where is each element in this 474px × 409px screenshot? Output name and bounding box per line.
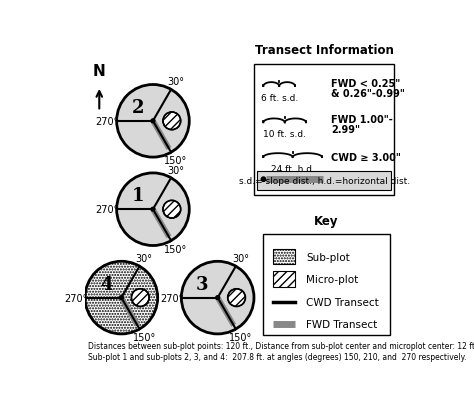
Circle shape <box>182 262 254 334</box>
Text: 2: 2 <box>131 99 144 117</box>
Text: Transect Information: Transect Information <box>255 44 393 57</box>
Text: FWD Transect: FWD Transect <box>306 320 377 330</box>
Text: 30°: 30° <box>232 253 249 263</box>
Text: 150°: 150° <box>164 156 187 166</box>
Circle shape <box>151 208 155 211</box>
Circle shape <box>163 201 181 218</box>
Circle shape <box>261 178 265 182</box>
Text: 150°: 150° <box>133 333 156 342</box>
Text: CWD ≥ 3.00": CWD ≥ 3.00" <box>331 153 401 163</box>
Circle shape <box>216 296 219 300</box>
Text: 270°: 270° <box>95 205 119 215</box>
FancyBboxPatch shape <box>257 172 392 191</box>
FancyBboxPatch shape <box>254 65 394 196</box>
Text: 6 ft. s.d.: 6 ft. s.d. <box>261 94 298 103</box>
Text: 270°: 270° <box>95 117 119 126</box>
Text: 270°: 270° <box>160 293 183 303</box>
Text: 1: 1 <box>131 187 144 205</box>
Text: s.d.= slope dist., h.d.=horizontal dist.: s.d.= slope dist., h.d.=horizontal dist. <box>238 177 410 186</box>
Text: Distances between sub-plot points: 120 ft., Distance from sub-plot center and mi: Distances between sub-plot points: 120 f… <box>88 342 474 361</box>
Text: 150°: 150° <box>164 244 187 254</box>
Text: 2.99": 2.99" <box>331 125 360 135</box>
Text: 3: 3 <box>196 275 209 293</box>
Text: 30°: 30° <box>167 77 184 87</box>
Text: 30°: 30° <box>136 253 153 263</box>
Text: Key: Key <box>314 214 339 227</box>
FancyBboxPatch shape <box>273 271 295 287</box>
Text: 270°: 270° <box>64 293 87 303</box>
Circle shape <box>117 173 189 246</box>
Text: 150°: 150° <box>229 333 252 342</box>
Text: FWD 1.00"-: FWD 1.00"- <box>331 115 393 125</box>
Circle shape <box>131 289 149 307</box>
Circle shape <box>85 262 158 334</box>
Text: Micro-plot: Micro-plot <box>306 274 358 284</box>
Circle shape <box>228 289 246 307</box>
FancyBboxPatch shape <box>273 249 295 265</box>
Circle shape <box>117 85 189 158</box>
Text: & 0.26"-0.99": & 0.26"-0.99" <box>331 89 405 99</box>
Circle shape <box>119 296 123 300</box>
Text: FWD < 0.25": FWD < 0.25" <box>331 79 401 89</box>
Text: 30°: 30° <box>167 165 184 175</box>
Text: Sub-plot: Sub-plot <box>306 252 350 262</box>
Text: N: N <box>93 64 106 79</box>
Text: 24 ft. h.d.: 24 ft. h.d. <box>271 165 315 174</box>
FancyBboxPatch shape <box>264 235 390 336</box>
Text: 4: 4 <box>100 275 112 293</box>
Circle shape <box>151 119 155 124</box>
Text: 10 ft. s.d.: 10 ft. s.d. <box>263 130 306 139</box>
Circle shape <box>163 113 181 130</box>
Text: CWD Transect: CWD Transect <box>306 298 379 308</box>
